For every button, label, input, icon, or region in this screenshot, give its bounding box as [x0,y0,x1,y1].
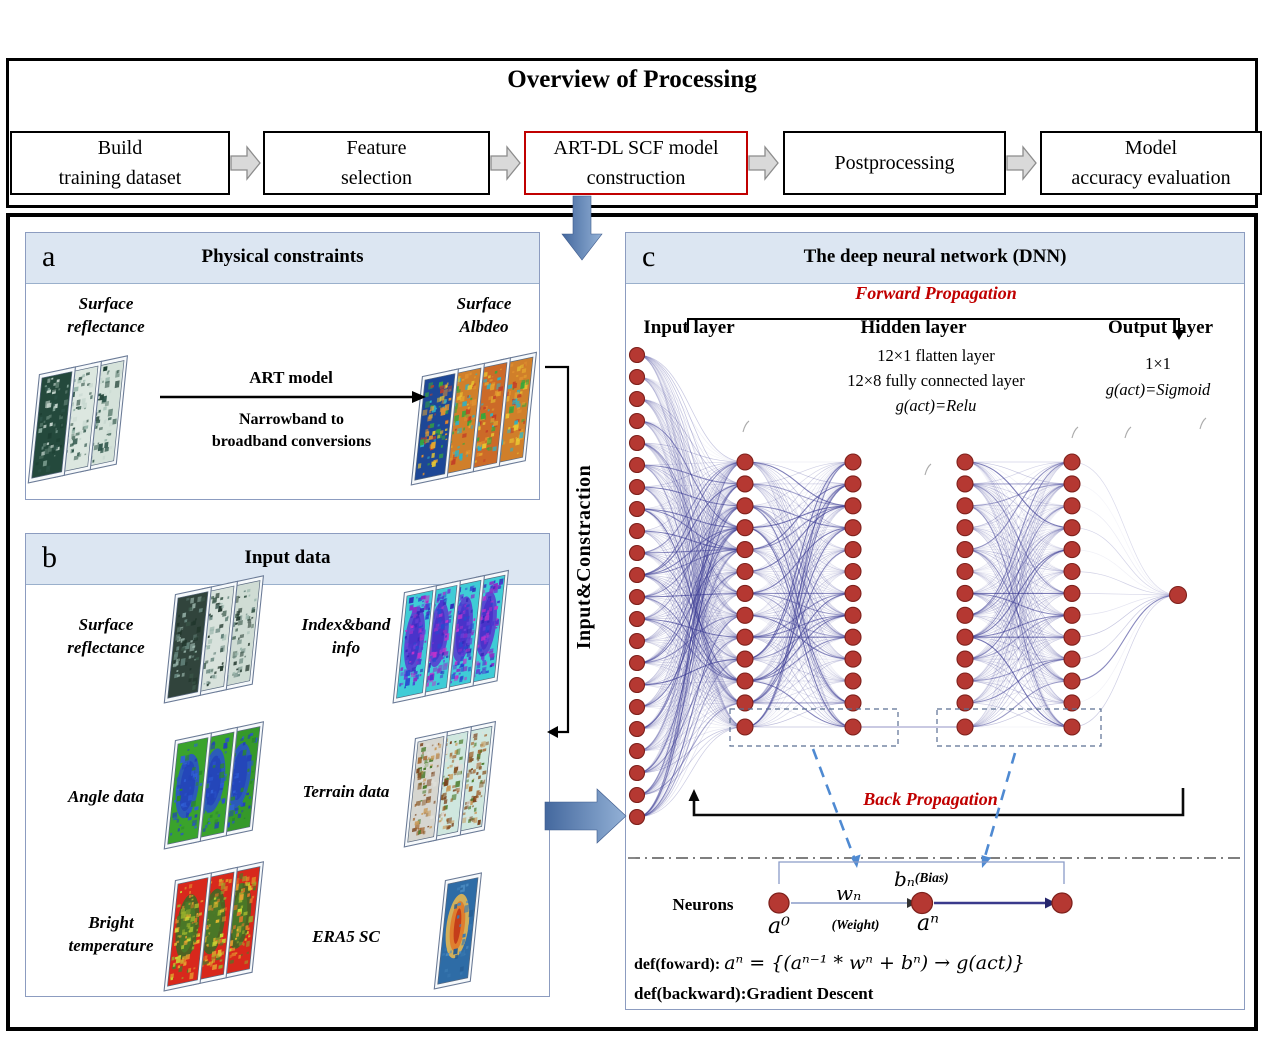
hidden-note-fully-connected: 12×8 fully connected layer [847,371,1025,390]
output-note-size: 1×1 [1145,354,1171,373]
narrowband-conversion-label: Narrowband to broadband conversions [211,411,372,450]
def-backward-line: def(backward):Gradient Descent [634,984,874,1003]
flow-step-feature-selection[interactable]: Feature selection [263,131,490,195]
panel-c-title: The deep neural network (DNN) [803,246,1067,267]
neuron-bias-var: bₙ [894,867,915,891]
input-layer-label: Input layer [643,317,735,338]
def-forward-line: def(foward): aⁿ = {(aⁿ⁻¹ * wⁿ + bⁿ) → g(… [634,952,1234,974]
surface-reflectance-label-b: Surface reflectance [67,615,145,657]
panel-dnn: c The deep neural network (DNN) Forward … [625,232,1245,1010]
weight-note: (Weight) [831,917,880,932]
angle-data-label: Angle data [67,787,145,806]
hidden-note-flatten: 12×1 flatten layer [877,346,995,365]
terrain-data-label: Terrain data [302,782,390,801]
output-note-activation: g(act)=Sigmoid [1105,380,1211,399]
index-band-info-label: Index&band info [301,615,391,657]
surface-reflectance-label-a: Surface reflectance [67,294,145,336]
panel-a-title: Physical constraints [201,246,364,267]
def-forward-prefix: def(foward): [634,956,721,973]
bias-note: (Bias) [914,870,949,885]
neuron-bias-group: bₙ(Bias) [894,867,949,891]
era5-sc-label: ERA5 SC [312,927,380,946]
surface-albdeo-label: Surface Albdeo [456,294,512,336]
back-propagation-label: Back Propagation [863,789,998,809]
neuron-a0-label: a⁰ [768,914,790,939]
hidden-note-activation: g(act)=Relu [895,396,977,415]
panel-b-tag: b [42,541,57,574]
flow-step-build-training-dataset[interactable]: Build training dataset [10,131,230,195]
input-constraction-label: Input&Constraction [573,464,595,650]
bright-temperature-label: Bright temperature [68,913,154,955]
flow-step-artdl-scf-model-construction[interactable]: ART-DL SCF model construction [524,131,748,195]
panel-input-data: b Input data Surface reflectance Index&b… [25,533,550,997]
main-box [6,213,1258,1031]
panel-c-tag: c [642,240,656,273]
panel-a-header: a Physical constraints [26,233,539,284]
art-model-label: ART model [249,368,333,387]
panel-b-title: Input data [244,547,331,568]
neuron-weight-var: wₙ [836,881,862,905]
def-forward-formula: aⁿ = {(aⁿ⁻¹ * wⁿ + bⁿ) → g(act)} [724,952,1025,974]
panel-a-tag: a [42,240,56,273]
hidden-layer-label: Hidden layer [860,317,967,338]
forward-propagation-label: Forward Propagation [855,283,1017,303]
neuron-an-label: aⁿ [917,911,940,936]
panel-c-header: c The deep neural network (DNN) [626,233,1244,284]
panel-b-header: b Input data [26,534,549,585]
neurons-label: Neurons [672,895,734,914]
output-layer-label: Output layer [1107,317,1214,338]
flow-step-postprocessing[interactable]: Postprocessing [783,131,1006,195]
flow-step-model-accuracy-evaluation[interactable]: Model accuracy evaluation [1040,131,1262,195]
panel-physical-constraints: a Physical constraints Surface reflectan… [25,232,540,500]
overview-title: Overview of Processing [507,66,757,93]
